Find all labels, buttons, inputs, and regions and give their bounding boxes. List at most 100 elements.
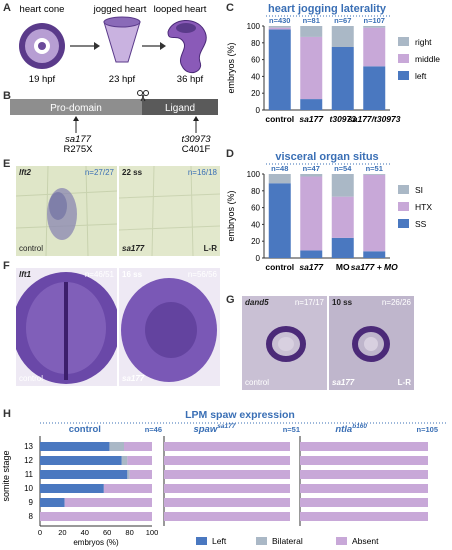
category-label: control [265, 262, 294, 272]
bar-segment-left [300, 99, 323, 110]
bar-segment-middle [363, 27, 386, 67]
bar-segment-si [268, 174, 291, 184]
heart-cone-icon [19, 23, 65, 69]
bar-segment-ss [363, 251, 386, 258]
panel-title: control [69, 424, 101, 435]
panel-ntla: ntlab160 n=105 [299, 423, 438, 526]
sample-count: n=27/27 [84, 168, 114, 177]
chart-title: visceral organ situs [275, 151, 378, 163]
legend-label: Bilateral [272, 536, 303, 546]
bar-segment-left [268, 29, 291, 110]
legend-label: right [415, 37, 432, 47]
bar-segment-htx [363, 174, 386, 252]
sample-count: n=105 [417, 425, 438, 434]
stage-name-3: looped heart [154, 4, 207, 15]
panel-control: control n=46 0 20 40 60 80 100 embryos (%) [38, 424, 162, 547]
stage-label: 11 [25, 470, 34, 479]
bar-segment-left [331, 47, 354, 110]
lft1-control-image: lft1 n=46/51 control [16, 268, 117, 386]
bar-segment-absent [164, 456, 290, 465]
bar-segment-absent [127, 456, 152, 465]
looped-heart-icon [167, 20, 207, 74]
sample-count: n=54 [334, 164, 352, 173]
bar-segment-absent [300, 470, 428, 479]
panel-label-g: G [226, 294, 235, 306]
y-tick-label: 20 [251, 89, 260, 98]
panel-label-h: H [3, 408, 11, 420]
bar-segment-left [40, 498, 65, 507]
bar-segment-absent [129, 470, 152, 479]
y-axis-label: embryos (%) [226, 190, 236, 241]
bar-segment-absent [64, 498, 152, 507]
bar-segment-ss [268, 183, 291, 258]
y-tick-label: 80 [251, 187, 260, 196]
arrow-icon [73, 116, 79, 133]
mutation-name-2: t30973 [181, 134, 211, 145]
bar-segment-absent [40, 512, 152, 521]
heart-schematic: heart cone jogged heart looped heart 19 … [19, 4, 207, 85]
category-label: t30973 [330, 114, 357, 124]
mutation-change-1: R275X [63, 144, 93, 152]
image-caption: control [19, 244, 44, 253]
bar-segment-middle [268, 27, 291, 30]
stage-time-2: 23 hpf [109, 74, 136, 85]
bar-segment-left [40, 456, 122, 465]
bar-segment-absent [300, 512, 428, 521]
arrow-icon [193, 116, 199, 133]
visceral-situs-chart: visceral organ situs embryos (%) 0 20 40 60 80… [226, 151, 432, 272]
x-tick-label: 0 [38, 528, 42, 537]
sample-count: n=56/56 [187, 270, 217, 279]
ligand-label: Ligand [165, 103, 195, 114]
sample-count: n=17/17 [294, 298, 324, 307]
ligand-bar [142, 99, 218, 115]
image-caption: sa177 [122, 244, 145, 253]
lft1-sa177-image: 16 ss n=56/56 sa177 [119, 268, 220, 386]
bar-segment-si [300, 174, 323, 177]
lpm-spaw-chart: LPM spaw expression somite stage 13 12 11 10 9… [1, 409, 448, 547]
stage-label: 8 [29, 512, 34, 521]
bar-segment-absent [300, 484, 428, 493]
bar-segment-absent [164, 470, 290, 479]
stage-label: 13 [24, 442, 33, 451]
bar-segment-right [363, 26, 386, 28]
sample-count: n=430 [269, 16, 290, 25]
prodomain-bar [10, 99, 142, 115]
sample-count: n=47 [303, 164, 320, 173]
sample-count: n=46 [145, 425, 162, 434]
bar-segment-htx [331, 196, 354, 238]
chart-title: heart jogging laterality [268, 3, 387, 15]
chart-title: LPM spaw expression [185, 409, 295, 421]
bar-segment-absent [164, 498, 290, 507]
bar-segment-left [363, 66, 386, 110]
legend-label: left [415, 71, 427, 81]
category-label: sa177 + MO [351, 262, 398, 272]
y-tick-label: 0 [256, 254, 261, 263]
bar-segment-absent [103, 484, 152, 493]
y-tick-label: 80 [251, 39, 260, 48]
bar-segment-right [331, 26, 354, 47]
stage-label: 22 ss [122, 168, 143, 177]
y-tick-label: 60 [251, 56, 260, 65]
legend-label: Absent [352, 536, 379, 546]
arrow-icon [70, 42, 100, 50]
bar-segment-absent [164, 484, 290, 493]
bar-segment-ss [300, 250, 323, 258]
scissors-icon [137, 90, 149, 102]
y-tick-label: 60 [251, 204, 260, 213]
bar-segment-absent [124, 442, 152, 451]
sample-count: n=48 [271, 164, 288, 173]
stage-time-1: 19 hpf [29, 74, 56, 85]
bar-segment-right [268, 26, 291, 28]
category-label: sa177 [299, 114, 324, 124]
heart-jogging-chart: heart jogging laterality embryos (%) 0 20 40… [226, 3, 440, 124]
x-axis-label: embryos (%) [73, 538, 119, 547]
stage-label: 10 ss [332, 298, 353, 307]
y-tick-label: 0 [256, 106, 261, 115]
stage-label: 12 [24, 456, 33, 465]
panel-title: ntlab160 [335, 423, 367, 435]
panel-title: spawsa177 [193, 423, 235, 435]
gene-label: lft1 [19, 270, 31, 279]
y-axis-label: embryos (%) [226, 42, 236, 93]
bar-segment-left [40, 484, 104, 493]
sample-count: n=26/26 [381, 298, 411, 307]
